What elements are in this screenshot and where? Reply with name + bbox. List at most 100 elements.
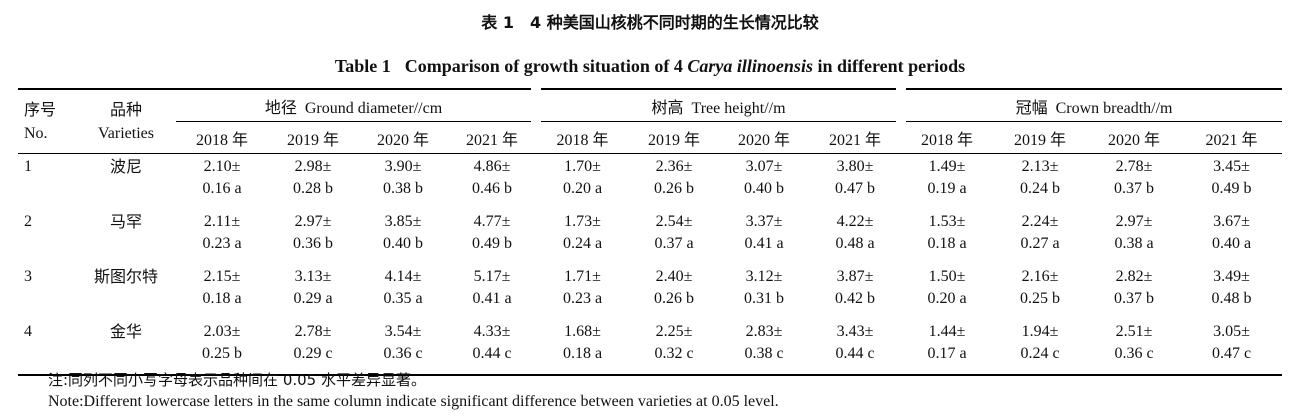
- mean-value: 2.54±: [655, 213, 693, 230]
- variety-name: 马罕: [109, 212, 142, 231]
- mean-value: 2.16±: [1021, 268, 1059, 285]
- value-cell: 1.53± 0.18 a: [901, 209, 993, 264]
- header-no: 序号 No.: [18, 88, 76, 154]
- mean-value: 2.10±: [203, 158, 241, 175]
- sd-significance: 0.18 a: [927, 235, 967, 252]
- mean-value: 1.73±: [564, 213, 601, 230]
- header-year: 2019 年: [993, 121, 1088, 154]
- value-cell: 2.78± 0.37 b: [1087, 154, 1181, 210]
- mean-value: 1.49±: [928, 158, 966, 175]
- table-caption-en: Table 1 Comparison of growth situation of…: [0, 53, 1300, 79]
- mean-value: 2.24±: [1021, 213, 1059, 230]
- mean-value: 1.44±: [928, 323, 966, 340]
- header-tree-height: 树高 Tree height//m: [530, 88, 902, 122]
- mean-value: 3.87±: [836, 268, 874, 285]
- sd-significance: 0.24 c: [1020, 345, 1060, 362]
- group-label-zh: 树高: [651, 97, 684, 117]
- mean-value: 3.07±: [745, 158, 783, 175]
- value-cell: 3.54± 0.36 c: [358, 319, 448, 376]
- value-cell: 2.03± 0.25 b: [176, 319, 268, 376]
- row-number: 3: [24, 268, 32, 285]
- sd-significance: 0.18 a: [202, 290, 242, 307]
- value-cell: 4.22± 0.48 a: [809, 209, 901, 264]
- mean-value: 4.77±: [473, 213, 511, 230]
- sd-significance: 0.23 a: [562, 290, 603, 307]
- caption-species: Carya illinoensis: [687, 56, 813, 76]
- sd-significance: 0.44 c: [472, 345, 512, 362]
- value-cell: 2.25± 0.32 c: [629, 319, 719, 376]
- sd-significance: 0.41 a: [744, 235, 784, 252]
- value-cell: 2.82± 0.37 b: [1087, 264, 1181, 319]
- sd-significance: 0.38 a: [1114, 235, 1154, 252]
- sd-significance: 0.25 b: [1020, 290, 1061, 307]
- sd-significance: 0.20 a: [927, 290, 967, 307]
- value-cell: 2.98± 0.28 b: [268, 154, 358, 210]
- mean-value: 2.15±: [203, 268, 241, 285]
- sd-significance: 0.35 a: [383, 290, 423, 307]
- mean-value: 1.50±: [928, 268, 966, 285]
- sd-significance: 0.48 a: [835, 235, 875, 252]
- sd-significance: 0.42 b: [835, 290, 876, 307]
- sd-significance: 0.47 b: [835, 180, 876, 197]
- sd-significance: 0.25 b: [202, 345, 242, 362]
- value-cell: 2.40± 0.26 b: [629, 264, 719, 319]
- sd-significance: 0.16 a: [202, 180, 242, 197]
- value-cell: 3.13± 0.29 a: [268, 264, 358, 319]
- header-variety-en: Varieties: [98, 124, 154, 142]
- note-en: Note:Different lowercase letters in the …: [48, 393, 779, 410]
- mean-value: 3.43±: [836, 323, 874, 340]
- mean-value: 3.80±: [836, 158, 874, 175]
- header-no-en: No.: [24, 124, 48, 142]
- header-crown-breadth: 冠幅 Crown breadth//m: [896, 88, 1283, 122]
- header-year: 2020 年: [719, 121, 809, 154]
- table-row: 2 马罕 2.11± 0.23 a 2.97± 0.36 b 3.85± 0.40 b 4.77…: [18, 209, 1282, 264]
- header-year: 2020 年: [358, 121, 448, 154]
- mean-value: 2.98±: [294, 158, 332, 175]
- header-year: 2019 年: [629, 121, 719, 154]
- sd-significance: 0.46 b: [472, 180, 512, 197]
- value-cell: 3.80± 0.47 b: [809, 154, 901, 210]
- mean-value: 2.13±: [1021, 158, 1059, 175]
- mean-value: 3.67±: [1213, 213, 1250, 230]
- mean-value: 3.13±: [294, 268, 332, 285]
- group-label-en: Ground diameter//cm: [304, 99, 443, 117]
- mean-value: 2.82±: [1115, 268, 1153, 285]
- sd-significance: 0.38 b: [383, 180, 423, 197]
- header-year: 2020 年: [1087, 121, 1182, 154]
- table-label: Table 1: [334, 56, 391, 76]
- sd-significance: 0.17 a: [927, 345, 967, 362]
- sd-significance: 0.44 c: [835, 345, 875, 362]
- sd-significance: 0.27 a: [1020, 235, 1060, 252]
- value-cell: 2.36± 0.26 b: [629, 154, 719, 210]
- value-cell: 2.15± 0.18 a: [176, 264, 268, 319]
- variety-name: 金华: [76, 319, 176, 376]
- value-cell: 3.05± 0.47 c: [1181, 319, 1283, 376]
- mean-value: 3.54±: [384, 323, 422, 340]
- mean-value: 2.11±: [203, 213, 241, 230]
- row-number: 1: [24, 158, 32, 175]
- mean-value: 2.83±: [745, 323, 783, 340]
- value-cell: 1.94± 0.24 c: [993, 319, 1088, 376]
- sd-significance: 0.40 b: [383, 235, 423, 252]
- sd-significance: 0.18 a: [562, 345, 603, 362]
- sd-significance: 0.29 c: [293, 345, 333, 362]
- row-number: 4: [18, 319, 76, 376]
- header-year: 2021 年: [448, 121, 536, 154]
- mean-value: 1.68±: [564, 323, 601, 340]
- table-caption-zh: 表 1 4 种美国山核桃不同时期的生长情况比较: [481, 13, 819, 32]
- sd-significance: 0.48 b: [1211, 290, 1252, 307]
- value-cell: 2.83± 0.38 c: [719, 319, 809, 376]
- sd-significance: 0.28 b: [293, 180, 333, 197]
- value-cell: 3.07± 0.40 b: [719, 154, 809, 210]
- value-cell: 2.97± 0.36 b: [268, 209, 358, 264]
- header-year: 2021 年: [809, 121, 902, 154]
- value-cell: 1.44± 0.17 a: [901, 319, 994, 376]
- value-cell: 1.68± 0.18 a: [536, 319, 629, 376]
- mean-value: 5.17±: [473, 268, 511, 285]
- sd-significance: 0.41 a: [472, 290, 512, 307]
- sd-significance: 0.38 c: [744, 345, 784, 362]
- sd-significance: 0.49 b: [1211, 180, 1252, 197]
- value-cell: 3.85± 0.40 b: [358, 209, 448, 264]
- header-year: 2021 年: [1181, 121, 1283, 154]
- mean-value: 2.03±: [203, 323, 241, 340]
